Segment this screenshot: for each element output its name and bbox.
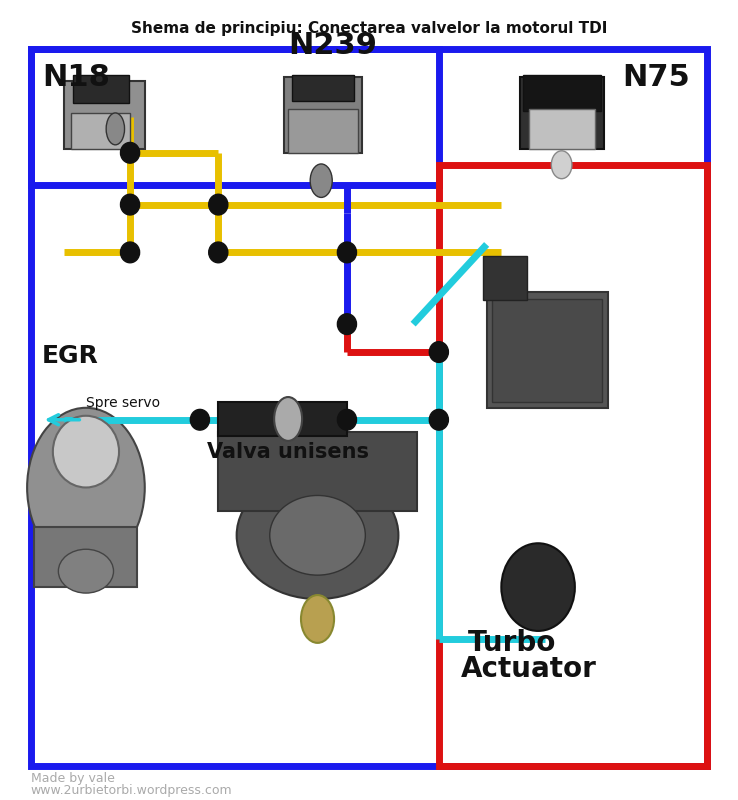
Circle shape [120,242,139,262]
Bar [483,256,527,300]
Ellipse shape [501,543,575,631]
Ellipse shape [270,495,365,575]
Circle shape [337,410,356,430]
Text: Turbo: Turbo [468,629,556,657]
Circle shape [430,342,449,362]
Bar [74,75,128,103]
Bar [292,75,354,101]
Ellipse shape [58,550,114,593]
Ellipse shape [310,164,332,198]
Bar [529,109,596,149]
Bar [284,77,362,153]
Bar [218,432,417,511]
Bar [492,298,602,402]
Bar [31,50,439,185]
Circle shape [337,314,356,334]
Bar [218,402,347,436]
Text: Made by vale: Made by vale [31,772,114,785]
Bar [72,113,130,149]
Bar [439,165,707,766]
Ellipse shape [106,113,125,145]
Text: www.2urbietorbi.wordpress.com: www.2urbietorbi.wordpress.com [31,784,232,797]
Bar [520,77,604,149]
Circle shape [209,242,228,262]
Ellipse shape [53,416,119,487]
Bar [486,292,608,408]
Circle shape [190,410,210,430]
Ellipse shape [27,408,145,567]
Text: N18: N18 [42,62,110,91]
Text: N75: N75 [623,62,691,91]
Text: Valva unisens: Valva unisens [207,442,369,462]
Ellipse shape [237,471,399,599]
Text: Shema de principiu: Conectarea valvelor la motorul TDI: Shema de principiu: Conectarea valvelor … [131,22,607,36]
Ellipse shape [274,397,302,441]
Text: Spre servo: Spre servo [86,396,160,410]
Bar [64,81,145,149]
Bar [523,75,601,111]
Text: Actuator: Actuator [461,655,597,683]
Circle shape [120,142,139,163]
Circle shape [430,410,449,430]
Text: N239: N239 [288,30,377,60]
Ellipse shape [301,595,334,643]
Bar [288,109,358,153]
Circle shape [120,194,139,215]
Circle shape [209,194,228,215]
Text: EGR: EGR [42,344,99,368]
Circle shape [337,242,356,262]
Bar [35,527,137,587]
Ellipse shape [551,151,572,178]
